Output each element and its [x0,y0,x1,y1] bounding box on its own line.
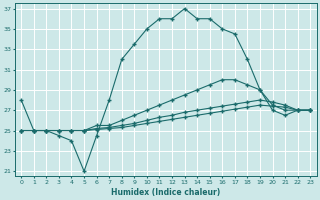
X-axis label: Humidex (Indice chaleur): Humidex (Indice chaleur) [111,188,220,197]
